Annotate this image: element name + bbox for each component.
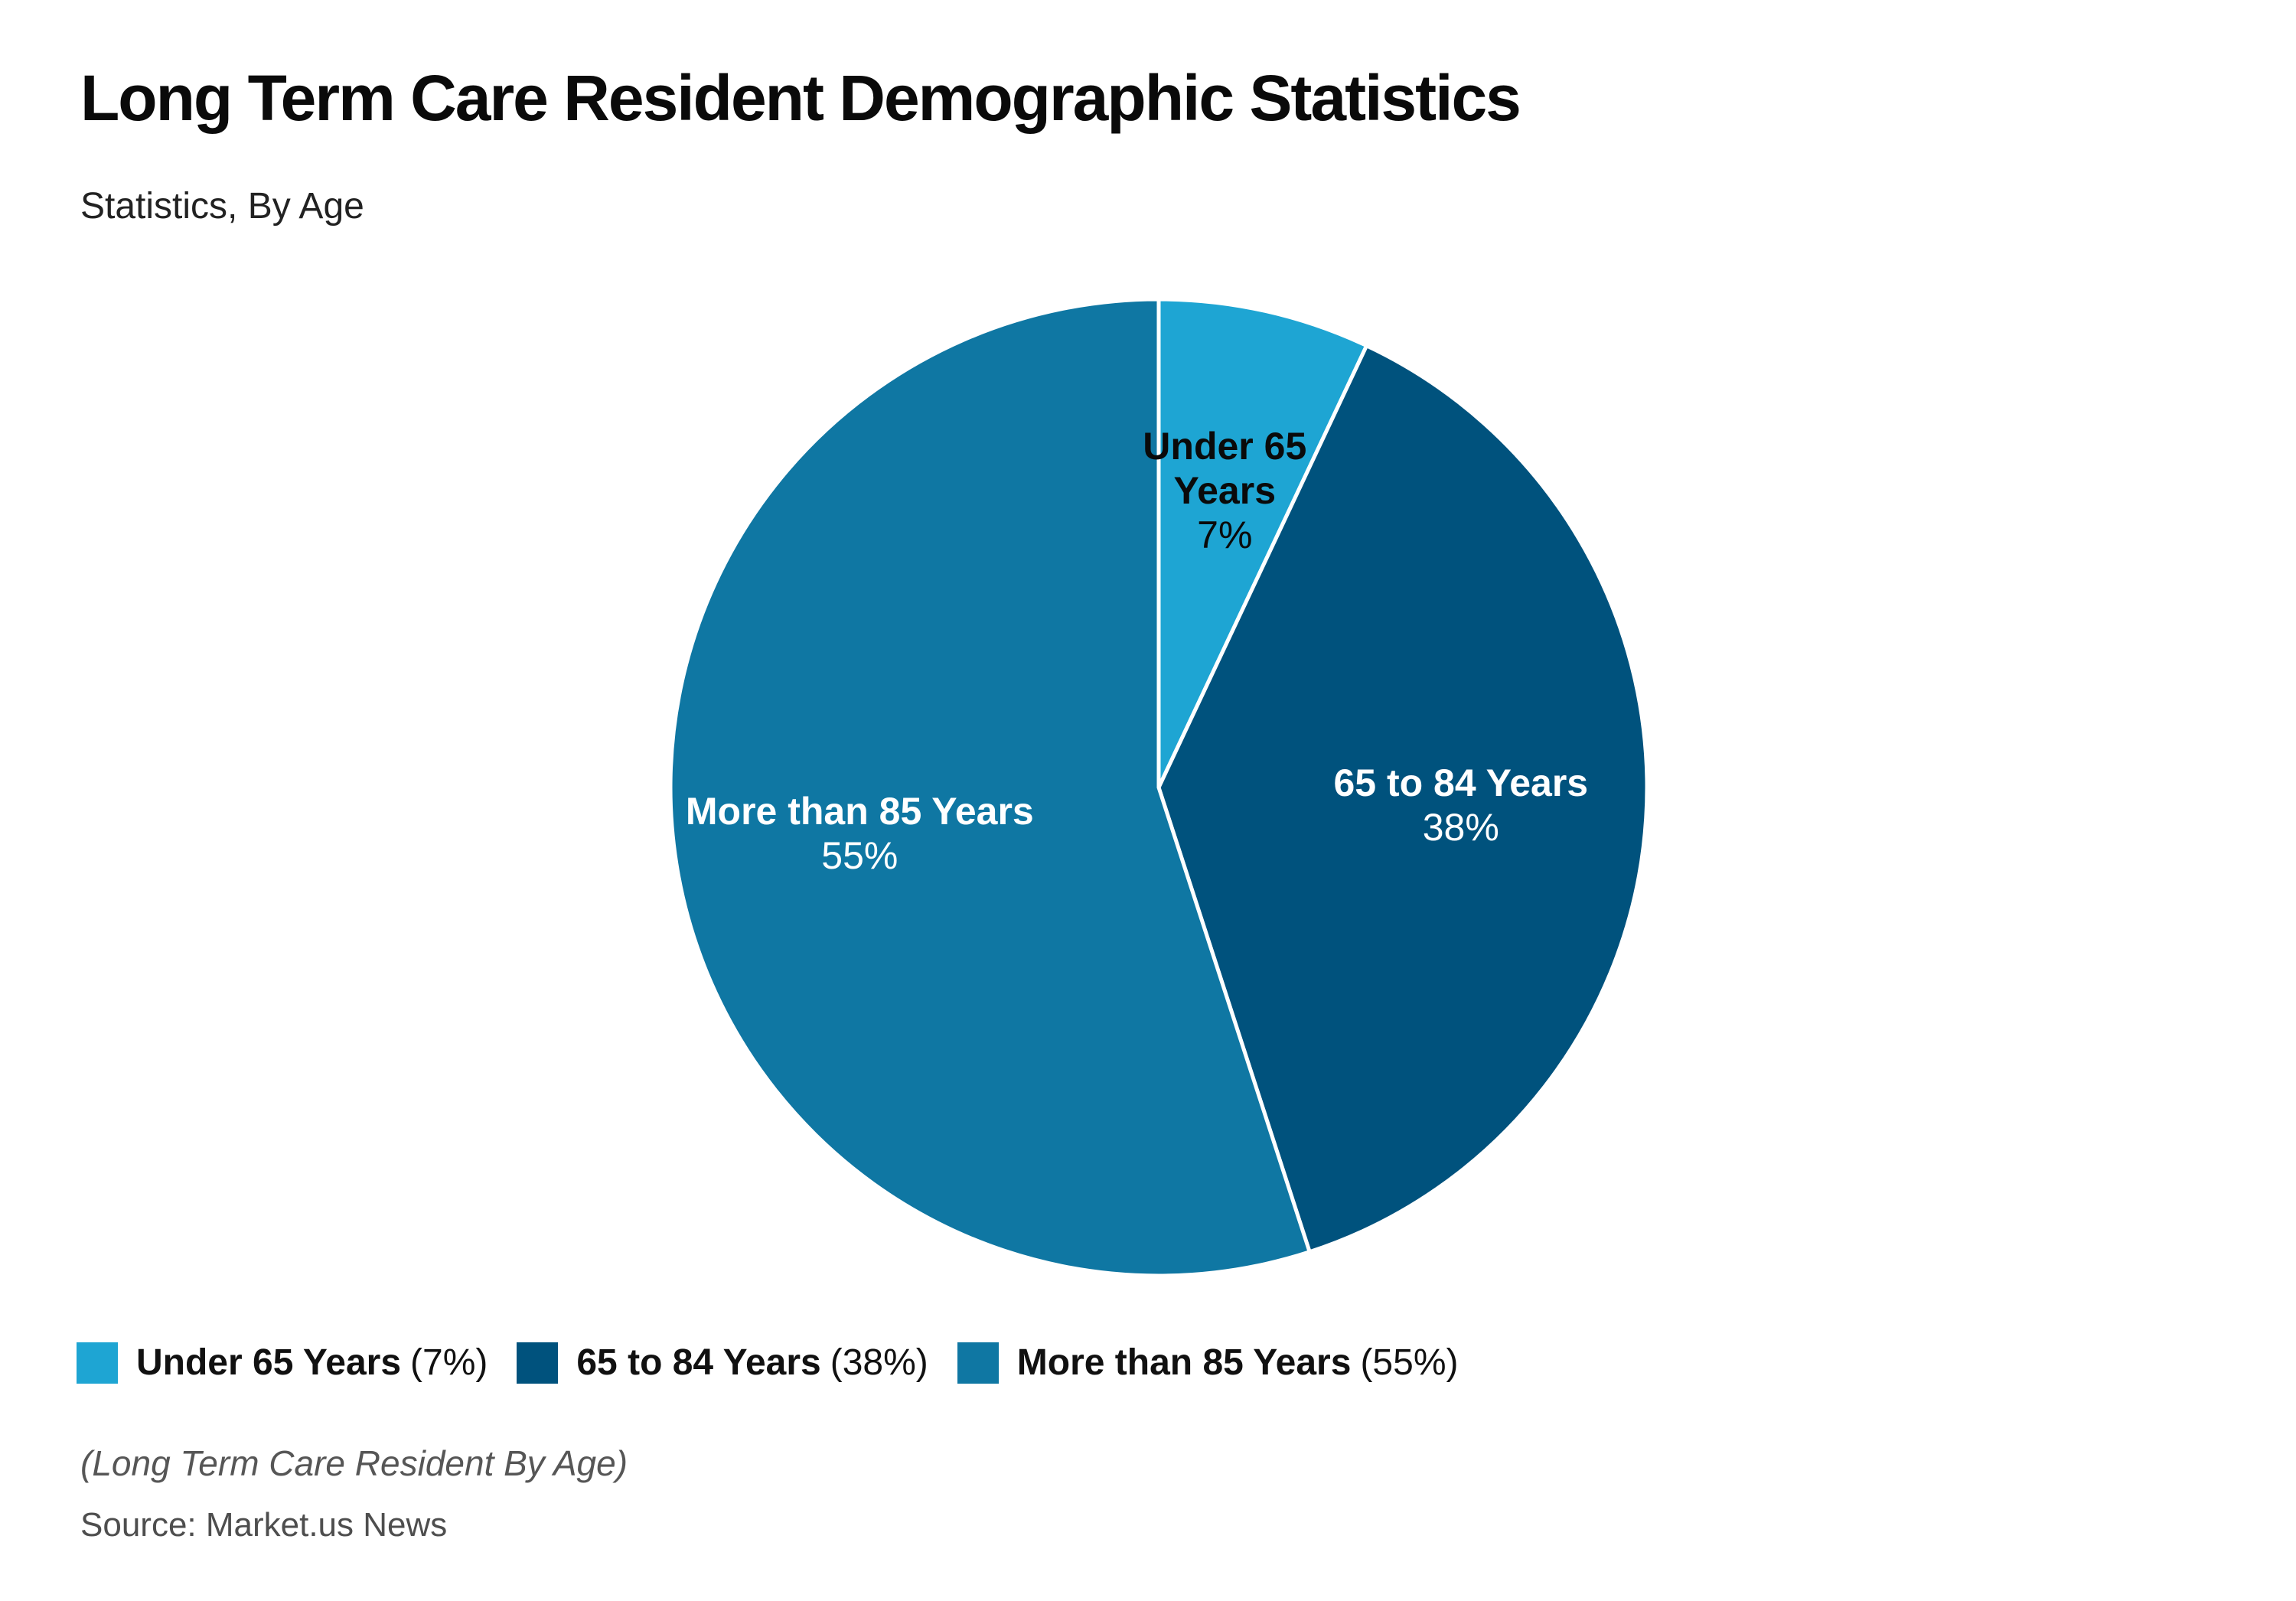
legend-percent: (7%): [410, 1342, 488, 1383]
chart-legend: Under 65 Years (7%) 65 to 84 Years (38%)…: [77, 1342, 1458, 1384]
pie-slice: [1156, 343, 1649, 1254]
legend-label: 65 to 84 Years: [576, 1342, 821, 1383]
legend-item-more-than-85: More than 85 Years (55%): [957, 1342, 1459, 1384]
legend-percent: (55%): [1360, 1342, 1459, 1383]
pie-slice: [668, 297, 1313, 1278]
pie-slice-label: Under 65: [1143, 425, 1306, 468]
page-subtitle: Statistics, By Age: [80, 186, 364, 227]
pie-slice-label: 38%: [1423, 806, 1499, 849]
legend-percent: (38%): [830, 1342, 928, 1383]
legend-swatch-more-than-85: [957, 1342, 999, 1384]
page-title: Long Term Care Resident Demographic Stat…: [80, 62, 1521, 134]
chart-note: (Long Term Care Resident By Age): [80, 1443, 628, 1483]
pie-slice-label: 65 to 84 Years: [1333, 761, 1588, 804]
pie-slice-label: More than 85 Years: [686, 790, 1034, 833]
pie-slice-label: 7%: [1197, 514, 1252, 556]
legend-label: More than 85 Years: [1016, 1342, 1352, 1383]
source-credit: Source: Market.us News: [80, 1506, 448, 1544]
legend-item-65-to-84: 65 to 84 Years (38%): [517, 1342, 928, 1384]
legend-swatch-under-65: [77, 1342, 118, 1384]
pie-slice-label: Years: [1174, 469, 1276, 512]
pie-slice: [1156, 297, 1369, 789]
legend-item-under-65: Under 65 Years (7%): [77, 1342, 488, 1384]
pie-slice-label: 55%: [821, 834, 898, 877]
legend-swatch-65-to-84: [517, 1342, 559, 1384]
legend-label: Under 65 Years: [136, 1342, 402, 1383]
